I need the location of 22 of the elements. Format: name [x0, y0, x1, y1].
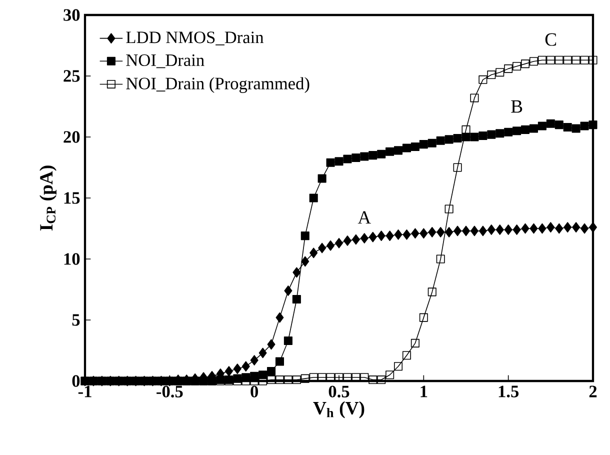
- x-tick-label: 0: [250, 386, 258, 398]
- y-tick-label: 0: [72, 375, 80, 387]
- x-tick-label: 1.5: [498, 386, 519, 398]
- legend-label: LDD NMOS_Drain: [126, 32, 264, 46]
- y-tick-label: 20: [64, 131, 80, 143]
- x-tick-label: -1: [78, 386, 92, 398]
- x-tick-label: 0.5: [328, 386, 350, 398]
- x-axis-title: V$_{h}$ (V): [313, 401, 364, 418]
- annotation: C: [545, 33, 556, 46]
- y-tick-label: 25: [64, 70, 80, 82]
- legend-label: NOI_Drain (Programmed): [126, 77, 310, 93]
- annotation: B: [511, 100, 522, 113]
- legend-label: NOI_Drain: [126, 54, 204, 68]
- y-tick-label: 30: [64, 9, 80, 21]
- x-tick-label: 1: [420, 386, 428, 398]
- y-tick-label: 10: [64, 253, 80, 265]
- y-axis-title: I$_{CP}$ (pA): [40, 166, 56, 231]
- x-tick-label: 2: [589, 386, 597, 398]
- y-tick-label: 15: [64, 192, 80, 204]
- y-tick-label: 5: [72, 314, 80, 326]
- x-tick-label: -0.5: [156, 386, 183, 398]
- annotation: A: [358, 211, 372, 224]
